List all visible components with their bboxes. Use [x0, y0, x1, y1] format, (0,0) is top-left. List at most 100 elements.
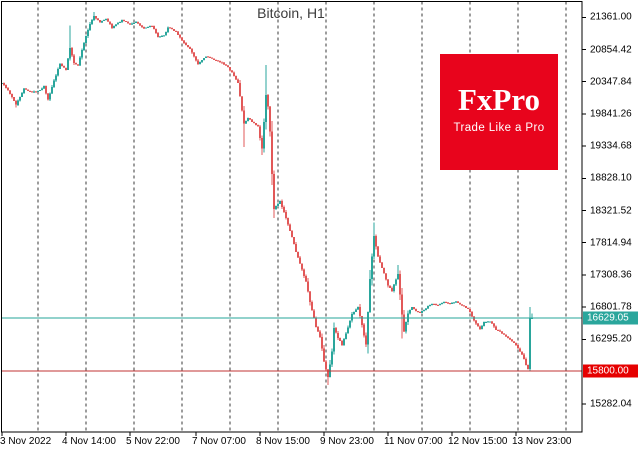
candle-body — [275, 206, 277, 209]
candle-body — [203, 58, 205, 61]
candle-body — [513, 341, 515, 343]
candle-body — [229, 67, 231, 71]
candle-body — [111, 24, 113, 28]
candle-body — [235, 75, 237, 80]
candle-body — [173, 29, 175, 31]
candle-body — [59, 63, 61, 69]
price-axis-label: 17814.94 — [590, 237, 632, 249]
candle-body — [197, 60, 199, 65]
candle-body — [117, 22, 119, 25]
candle-body — [397, 274, 399, 280]
candle-body — [391, 287, 393, 292]
candle-body — [201, 60, 203, 63]
candle-body — [247, 118, 249, 121]
candle-body — [315, 318, 317, 327]
candle-body — [467, 307, 469, 309]
candle-body — [455, 301, 457, 303]
plot-frame — [1, 1, 583, 433]
candle-body — [35, 91, 37, 93]
candle-body — [191, 48, 193, 53]
candle-body — [211, 57, 213, 59]
candle-body — [371, 256, 373, 279]
price-axis-label: 17308.36 — [590, 269, 632, 281]
candle-body — [55, 75, 57, 81]
candle-body — [421, 311, 423, 313]
candle-body — [439, 304, 441, 306]
candle-body — [321, 336, 323, 349]
candle-body — [393, 284, 395, 292]
candle-body — [387, 279, 389, 286]
candle-body — [125, 21, 127, 23]
price-axis-label: 19841.26 — [590, 108, 632, 120]
candle-body — [341, 340, 343, 346]
candle-body — [195, 56, 197, 61]
candle-body — [205, 56, 207, 59]
candle-body — [375, 235, 377, 247]
candle-body — [523, 354, 525, 359]
candle-body — [103, 20, 105, 22]
candle-body — [477, 323, 479, 327]
candle-body — [313, 310, 315, 319]
candle-body — [141, 25, 143, 28]
candle-body — [77, 64, 79, 66]
candle-body — [487, 321, 489, 323]
candle-body — [493, 323, 495, 327]
candle-body — [189, 47, 191, 49]
candle-body — [331, 351, 333, 365]
candle-body — [319, 331, 321, 337]
candle-body — [373, 235, 375, 257]
candle-body — [245, 121, 247, 124]
candle-body — [443, 301, 445, 303]
time-axis-label: 11 Nov 07:00 — [384, 436, 443, 447]
candle-body — [327, 369, 329, 377]
candle-body — [433, 303, 435, 305]
candle-body — [367, 311, 369, 345]
candle-body — [37, 90, 39, 92]
candle-body — [129, 23, 131, 25]
candle-body — [301, 263, 303, 270]
time-axis-label: 5 Nov 22:00 — [126, 436, 180, 447]
price-axis-label: 15282.04 — [590, 398, 632, 410]
candle-body — [355, 309, 357, 312]
candle-body — [95, 16, 97, 19]
candle-body — [137, 21, 139, 24]
candle-body — [261, 137, 263, 149]
candle-body — [449, 303, 451, 305]
candle-body — [87, 30, 89, 36]
candle-body — [389, 285, 391, 288]
candle-body — [193, 52, 195, 57]
candle-body — [251, 119, 253, 122]
candle-body — [511, 339, 513, 342]
candle-body — [135, 21, 137, 23]
candle-body — [75, 63, 77, 65]
candle-body — [183, 40, 185, 43]
candle-body — [323, 348, 325, 362]
candle-body — [199, 62, 201, 64]
candle-body — [347, 327, 349, 334]
candle-body — [335, 328, 337, 333]
candle-body — [187, 45, 189, 48]
candle-body — [291, 230, 293, 238]
candle-body — [269, 106, 271, 132]
chart-title: Bitcoin, H1 — [257, 5, 325, 21]
candle-body — [263, 121, 265, 149]
price-axis-label: 20854.42 — [590, 44, 632, 55]
candle-body — [451, 302, 453, 304]
candle-body — [237, 79, 239, 83]
candle-body — [317, 326, 319, 332]
candle-body — [525, 359, 527, 365]
candle-body — [403, 314, 405, 332]
candle-body — [231, 70, 233, 73]
price-axis-label: 16801.78 — [590, 301, 632, 313]
candle-body — [385, 273, 387, 280]
candle-body — [283, 207, 285, 212]
candle-body — [53, 80, 55, 88]
candle-body — [127, 21, 129, 24]
candle-body — [471, 312, 473, 317]
candle-body — [429, 304, 431, 307]
candle-body — [401, 294, 403, 315]
candle-body — [171, 28, 173, 30]
candle-body — [233, 72, 235, 76]
